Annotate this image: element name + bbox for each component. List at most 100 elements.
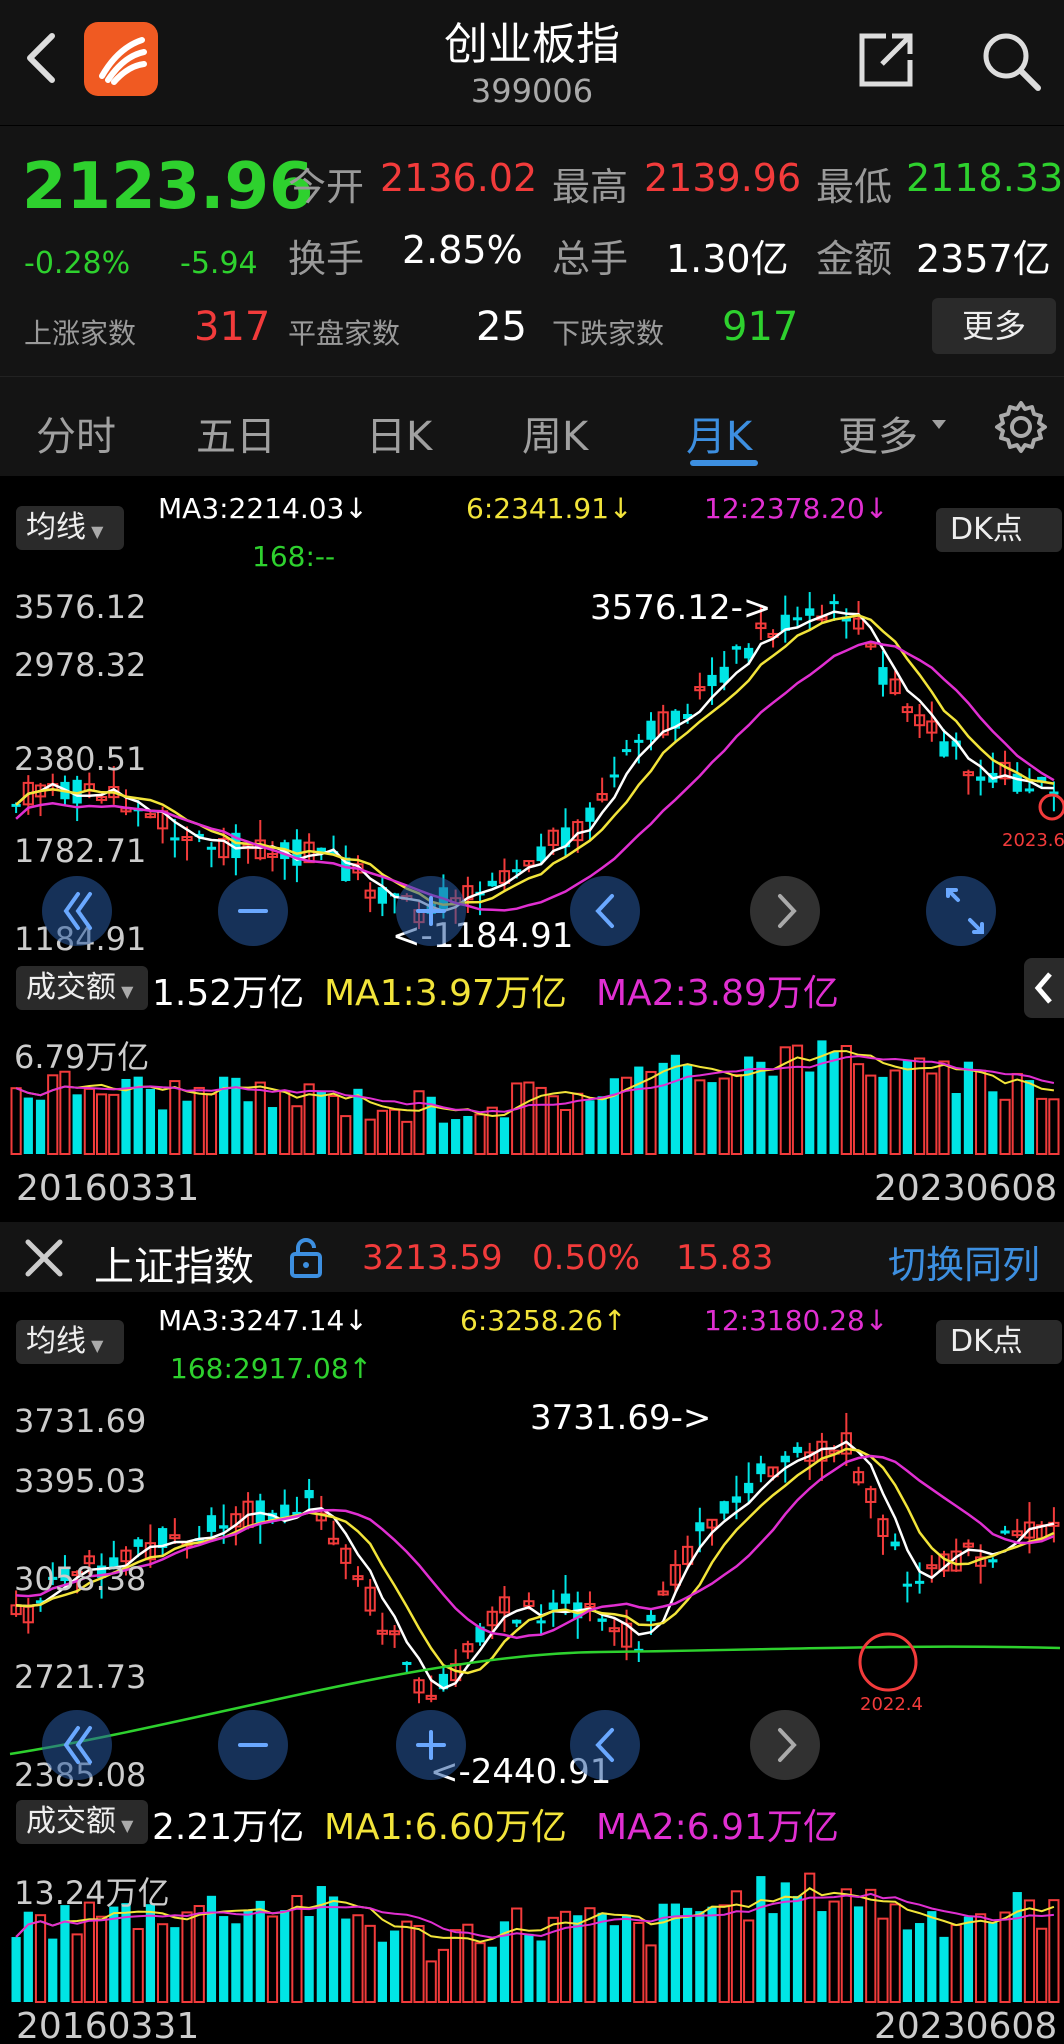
- candle-body: [755, 622, 767, 630]
- ma12-value-1: 12:2378.20↓: [704, 492, 889, 525]
- turnover-value: 2.85%: [402, 228, 523, 272]
- volume-max-label-2: 13.24万亿: [14, 1874, 170, 1912]
- volume-bar: [670, 1903, 681, 2002]
- candle-body: [194, 833, 204, 837]
- flat-count-label: 平盘家数: [288, 317, 401, 350]
- candle-body: [609, 774, 619, 778]
- candle-body: [388, 1630, 401, 1636]
- volume-bar: [35, 1099, 46, 1154]
- settings-button[interactable]: [994, 400, 1048, 454]
- volume-bar: [975, 1069, 987, 1156]
- collapse-panel-button[interactable]: [1024, 958, 1064, 1018]
- tab-monthly-k[interactable]: 月K: [686, 414, 753, 460]
- back-button[interactable]: [22, 30, 62, 86]
- tab-weekly-k[interactable]: 周K: [522, 414, 589, 460]
- dk-point-button-1[interactable]: DK点: [936, 508, 1062, 552]
- change-value: -5.94: [180, 246, 258, 281]
- switch-column-button[interactable]: 切换同列: [888, 1243, 1041, 1287]
- ma-selector-2[interactable]: 均线 ▼: [16, 1320, 124, 1364]
- fullscreen-button-1[interactable]: [926, 876, 996, 946]
- candle-body: [901, 706, 913, 714]
- volume-bar: [231, 1077, 241, 1154]
- volume-bar: [597, 1096, 607, 1154]
- tab-daily-k[interactable]: 日K: [366, 414, 433, 460]
- volume-chart-2[interactable]: [0, 1854, 1064, 2004]
- volume-bar: [193, 1905, 205, 2004]
- volume-bar: [889, 1903, 901, 2003]
- volume-bar: [352, 1914, 364, 2003]
- period-tabs: [0, 376, 1064, 476]
- tab-intraday[interactable]: 分时: [36, 414, 116, 460]
- volume-bar: [266, 1915, 279, 2004]
- candle-body: [962, 1542, 975, 1548]
- volume-bar: [364, 1924, 376, 2003]
- ma12-line: [15, 640, 1055, 912]
- volume-bar: [205, 1093, 218, 1155]
- scroll-right-button-2[interactable]: [750, 1710, 820, 1780]
- scroll-left-button-2[interactable]: [570, 1710, 640, 1780]
- scroll-right-button-1[interactable]: [750, 876, 820, 946]
- candle-body: [792, 1446, 803, 1453]
- candle-body: [109, 1557, 119, 1569]
- volume-bar: [193, 1086, 205, 1155]
- volume-bar: [963, 1916, 974, 2002]
- volume-bar: [914, 1923, 925, 2002]
- circle-label-2: 2022.4: [860, 1694, 923, 1715]
- ma168-value-1: 168:--: [252, 540, 336, 573]
- volume-ma2-2: MA2:6.91万亿: [596, 1807, 839, 1848]
- tab-more[interactable]: 更多: [838, 414, 918, 460]
- kline-chart-1[interactable]: [0, 582, 1064, 962]
- volume-bar: [181, 1911, 193, 2003]
- volume-bar: [83, 1087, 95, 1155]
- volume-bar: [853, 1906, 864, 2002]
- volume-bar: [376, 1109, 388, 1156]
- volume-bar: [620, 1076, 633, 1155]
- volume-bar: [633, 1921, 645, 2003]
- volume-bar: [1023, 1899, 1036, 2003]
- dropdown-caret-icon: ▼: [86, 522, 104, 541]
- more-button[interactable]: 更多: [932, 298, 1056, 354]
- ma168-line: [9, 1645, 1061, 1756]
- candle-body: [158, 1528, 168, 1549]
- dk-point-button-2[interactable]: DK点: [936, 1320, 1062, 1364]
- nav-icons-1: [63, 888, 984, 934]
- tab-five-day[interactable]: 五日: [196, 414, 276, 460]
- share-button[interactable]: [856, 30, 916, 90]
- volume-bar: [341, 1918, 351, 2002]
- chevron-right-icon: [778, 1728, 797, 1762]
- volume-bar: [658, 1903, 668, 2002]
- dropdown-caret-icon: [932, 420, 946, 429]
- volume-bar: [645, 1070, 657, 1155]
- volume-selector-2[interactable]: 成交额 ▼: [16, 1800, 148, 1844]
- close-compare-button[interactable]: [22, 1236, 66, 1280]
- ma3-value-1: MA3:2214.03↓: [158, 492, 368, 525]
- ma-selector-1[interactable]: 均线 ▼: [16, 506, 124, 550]
- volume-bar: [95, 1093, 108, 1155]
- candle-body: [962, 771, 975, 777]
- highlight-circle: [1038, 793, 1064, 821]
- dropdown-caret-icon: ▼: [116, 982, 134, 1001]
- volume-label: 总手: [552, 237, 629, 281]
- search-button[interactable]: [980, 30, 1044, 94]
- volume-bar: [10, 1087, 22, 1155]
- open-value: 2136.02: [380, 156, 538, 200]
- lock-icon[interactable]: [288, 1236, 324, 1280]
- current-price: 2123.96: [22, 150, 314, 224]
- ma-selector-label: 均线: [26, 510, 86, 545]
- scroll-left-button-1[interactable]: [570, 876, 640, 946]
- candle-body: [1011, 1530, 1023, 1537]
- candle-body: [829, 601, 839, 605]
- volume-bar: [23, 1911, 33, 2002]
- volume-selector-1[interactable]: 成交额 ▼: [16, 966, 148, 1010]
- volume-bar: [547, 1916, 559, 2003]
- tick-label-2-3: 2721.73: [14, 1658, 147, 1696]
- volume-bar: [817, 1911, 827, 2002]
- kline-chart-2[interactable]: [0, 1394, 1064, 1774]
- volume-bar: [1036, 1097, 1048, 1155]
- candle-body: [780, 614, 790, 631]
- volume-chart-1[interactable]: [0, 1022, 1064, 1156]
- chevron-left-icon: [27, 33, 55, 83]
- volume-bar: [121, 1903, 131, 2002]
- volume-bar: [328, 1896, 339, 2002]
- volume-bar: [438, 1122, 449, 1154]
